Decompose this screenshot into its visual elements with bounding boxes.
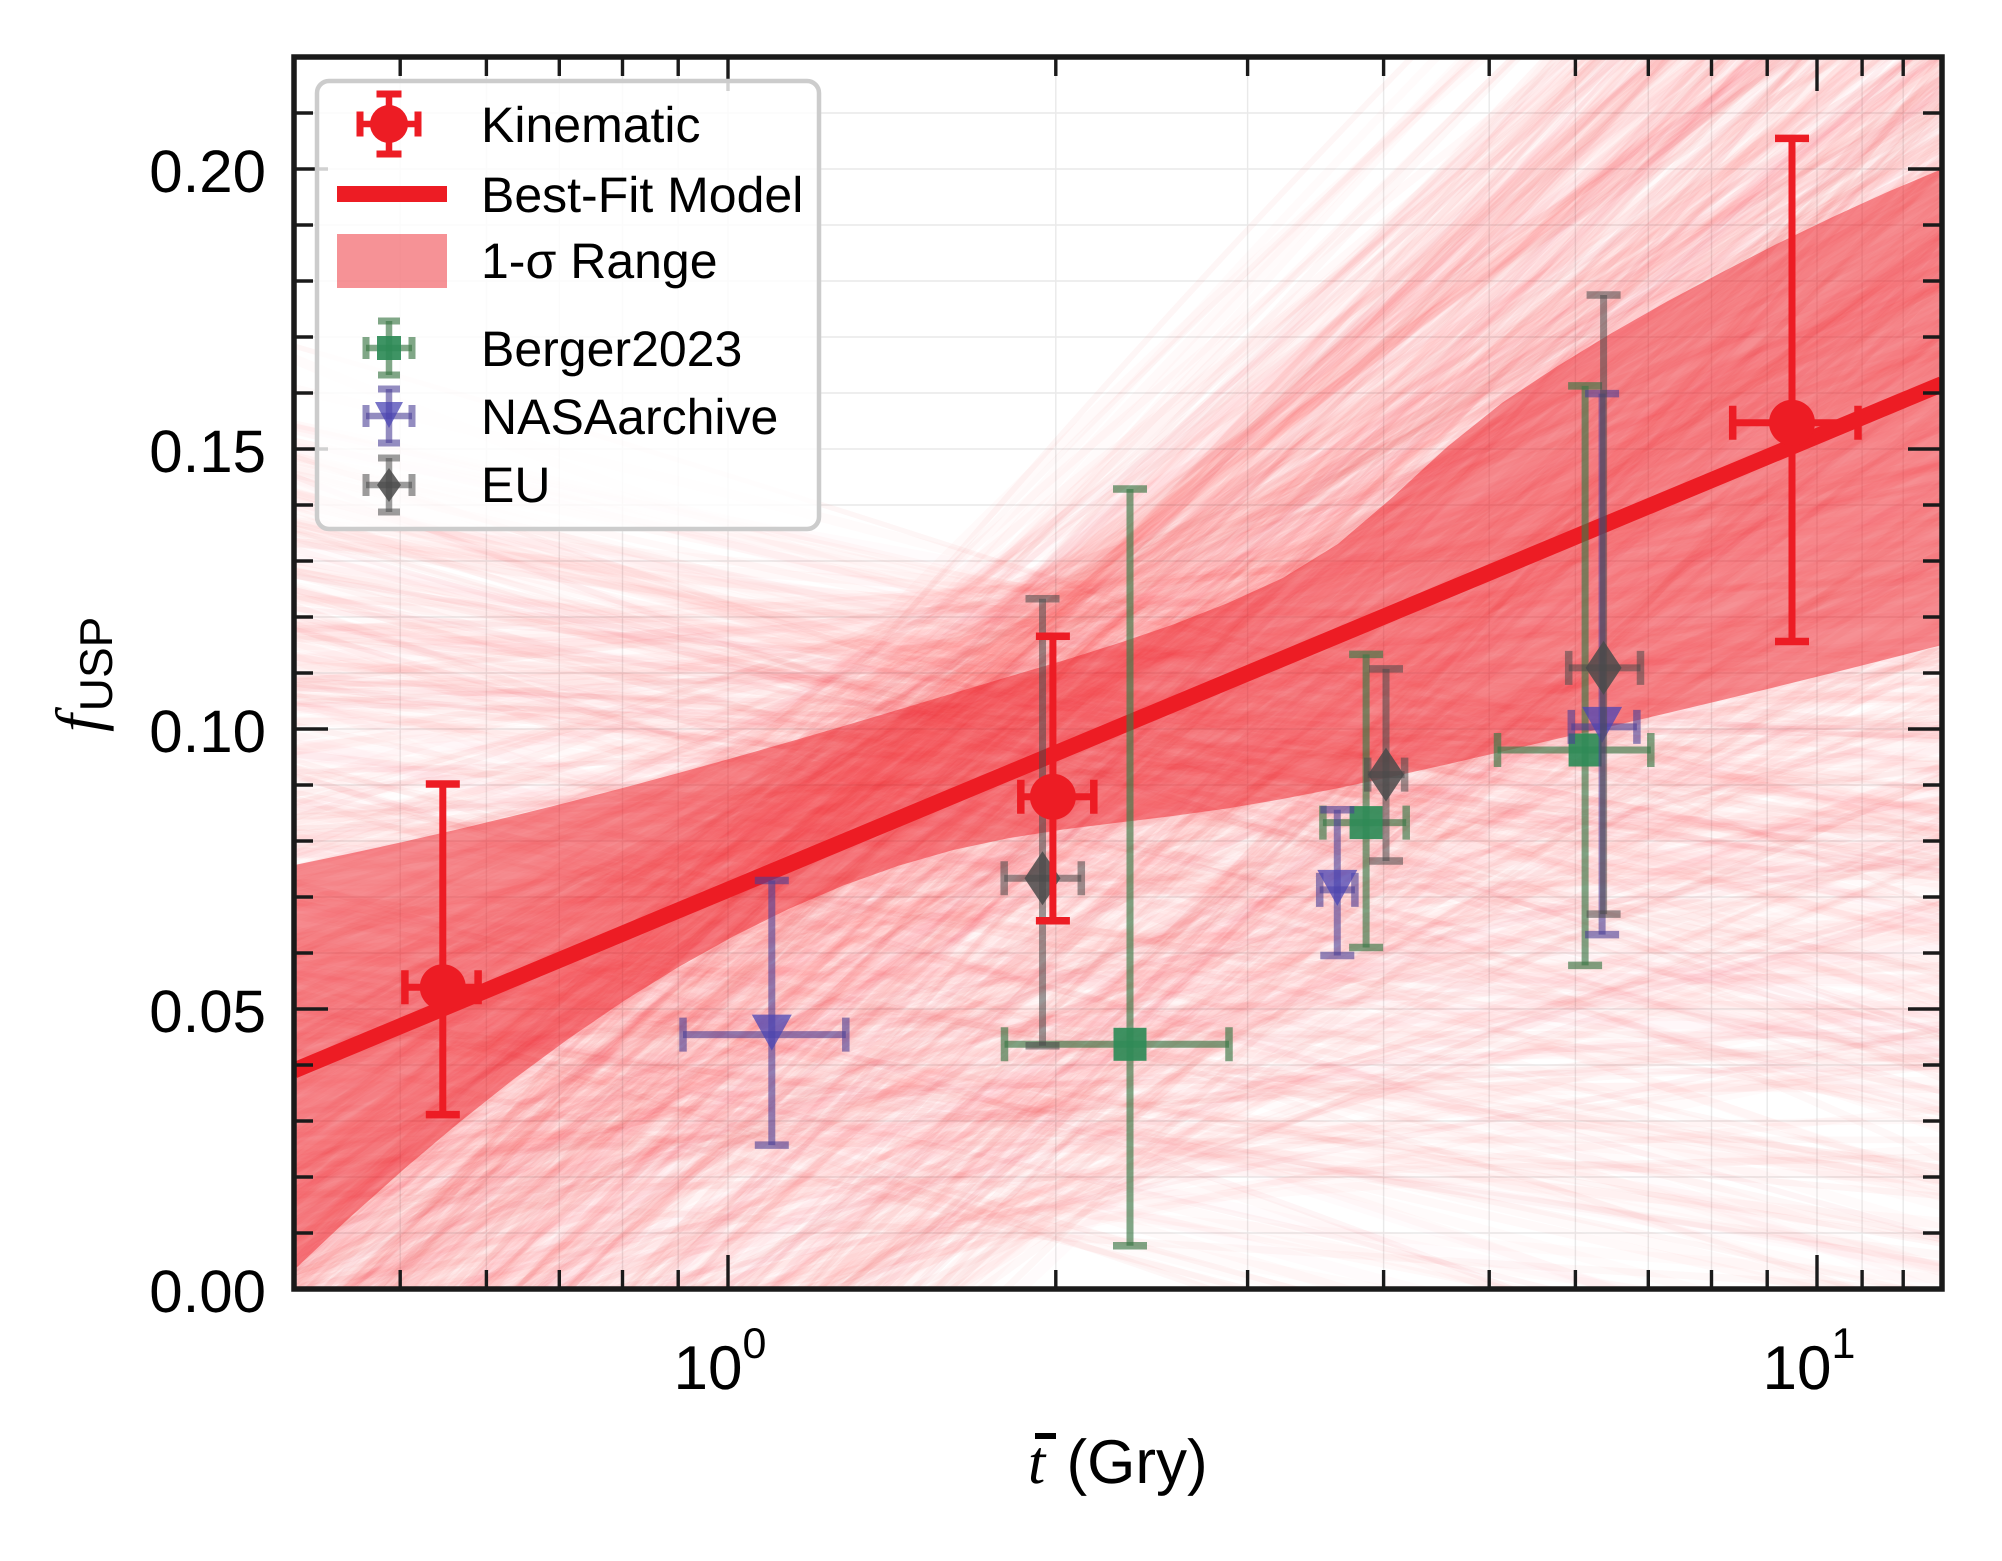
svg-text:Best-Fit Model: Best-Fit Model bbox=[481, 167, 803, 223]
svg-text:0.00: 0.00 bbox=[149, 1258, 266, 1325]
svg-text:t (Gry): t (Gry) bbox=[1028, 1428, 1208, 1497]
svg-text:Berger2023: Berger2023 bbox=[481, 321, 742, 377]
svg-text:EU: EU bbox=[481, 457, 550, 513]
svg-text:0.15: 0.15 bbox=[149, 418, 266, 485]
svg-text:Kinematic: Kinematic bbox=[481, 97, 701, 153]
svg-text:NASAarchive: NASAarchive bbox=[481, 389, 778, 445]
svg-text:fUSP: fUSP bbox=[43, 617, 122, 732]
svg-text:0.10: 0.10 bbox=[149, 698, 266, 765]
svg-text:1-σ Range: 1-σ Range bbox=[481, 233, 718, 289]
svg-text:0.05: 0.05 bbox=[149, 978, 266, 1045]
svg-text:0.20: 0.20 bbox=[149, 138, 266, 205]
